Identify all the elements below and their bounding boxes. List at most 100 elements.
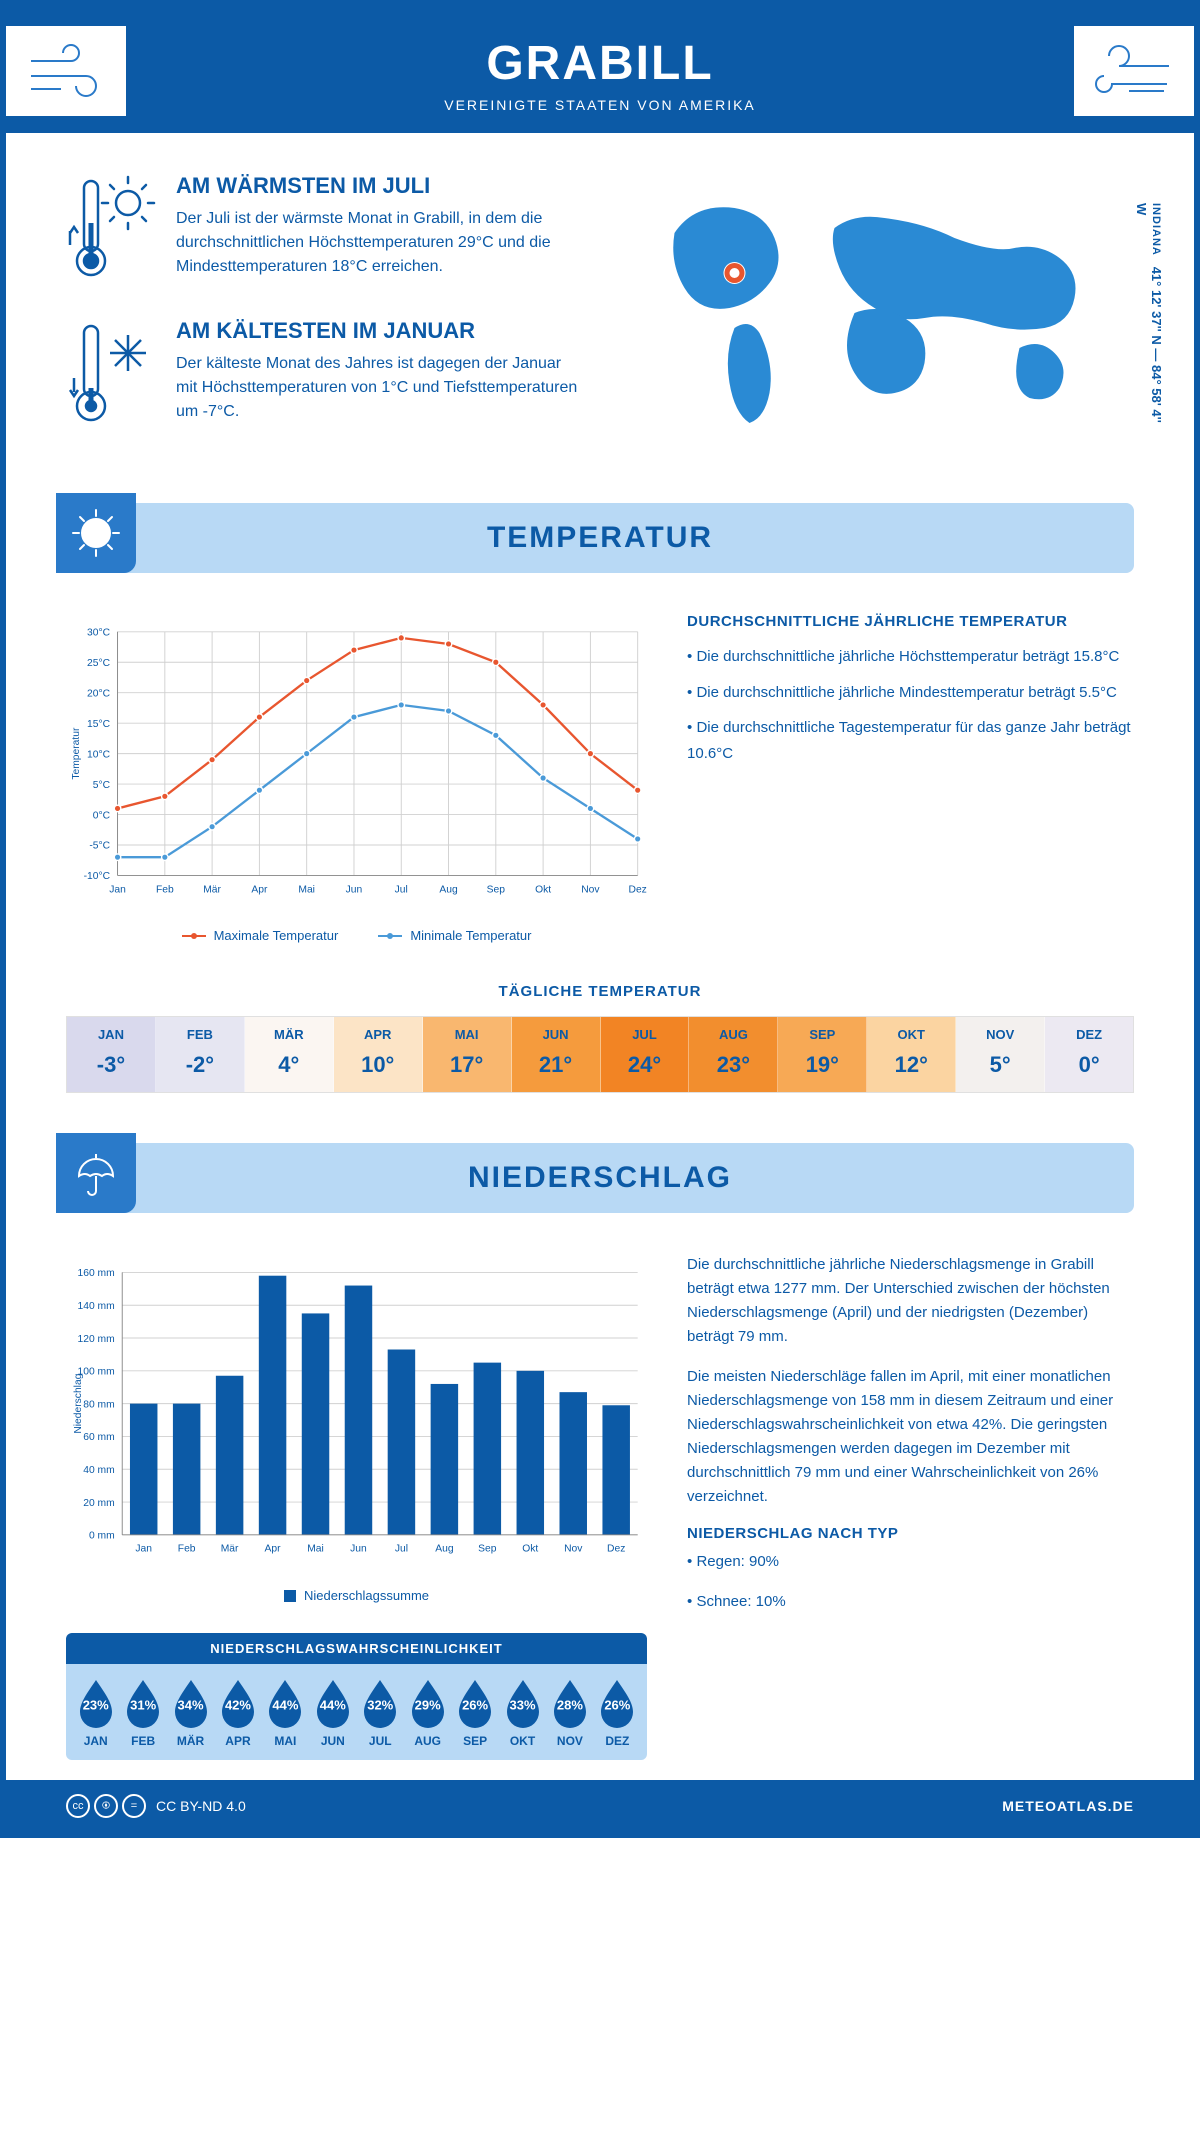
svg-text:140 mm: 140 mm [78,1301,115,1312]
svg-text:Mai: Mai [298,884,315,895]
svg-text:Feb: Feb [156,884,174,895]
svg-text:Aug: Aug [439,884,458,895]
svg-text:80 mm: 80 mm [83,1399,114,1410]
svg-text:Jan: Jan [109,884,126,895]
legend-min: Minimale Temperatur [378,928,531,943]
coldest-text: Der kälteste Monat des Jahres ist dagege… [176,352,585,424]
prob-cell: 42%APR [214,1676,261,1748]
svg-text:160 mm: 160 mm [78,1268,115,1279]
warmest-text: Der Juli ist der wärmste Monat in Grabil… [176,207,585,279]
prob-cell: 33%OKT [499,1676,546,1748]
svg-text:20 mm: 20 mm [83,1498,114,1509]
precip-title: NIEDERSCHLAG [468,1161,732,1195]
temp-section-header: TEMPERATUR [66,503,1134,573]
svg-text:10°C: 10°C [87,749,111,760]
svg-text:Sep: Sep [478,1544,497,1555]
svg-text:Jun: Jun [350,1544,367,1555]
temp-line-chart: -10°C-5°C0°C5°C10°C15°C20°C25°C30°CJanFe… [66,613,647,943]
svg-text:Jun: Jun [346,884,363,895]
precip-description: Die durchschnittliche jährliche Niedersc… [687,1253,1134,1760]
temp-description: DURCHSCHNITTLICHE JÄHRLICHE TEMPERATUR •… [687,613,1134,943]
svg-text:Jul: Jul [395,1544,408,1555]
prob-cell: 26%DEZ [594,1676,641,1748]
droplet-icon: 23% [74,1676,118,1728]
header: GRABILL VEREINIGTE STAATEN VON AMERIKA [6,6,1194,133]
svg-text:Nov: Nov [581,884,600,895]
coldest-title: AM KÄLTESTEN IM JANUAR [176,318,585,344]
svg-text:Temperatur: Temperatur [71,727,82,780]
prob-cell: 34%MÄR [167,1676,214,1748]
svg-text:-10°C: -10°C [84,871,111,882]
sun-icon [56,493,136,573]
svg-text:15°C: 15°C [87,719,111,730]
svg-text:Okt: Okt [535,884,551,895]
svg-text:Niederschlag: Niederschlag [73,1373,84,1433]
temp-cell: FEB-2° [156,1017,245,1092]
temp-cell: JUL24° [601,1017,690,1092]
svg-text:Sep: Sep [487,884,506,895]
svg-text:60 mm: 60 mm [83,1432,114,1443]
svg-text:Aug: Aug [435,1544,454,1555]
droplet-icon: 29% [406,1676,450,1728]
legend-precip: Niederschlagssumme [284,1588,429,1603]
prob-cell: 31%FEB [119,1676,166,1748]
brand: METEOATLAS.DE [1002,1798,1134,1814]
svg-text:5°C: 5°C [93,780,111,791]
thermometer-snow-icon [66,318,156,433]
thermometer-sun-icon [66,173,156,288]
svg-text:-5°C: -5°C [89,841,110,852]
wind-icon-right [1074,26,1194,116]
umbrella-icon [56,1133,136,1213]
temp-cell: AUG23° [689,1017,778,1092]
svg-text:Apr: Apr [251,884,268,895]
temp-cell: JAN-3° [67,1017,156,1092]
svg-text:Nov: Nov [564,1544,583,1555]
license-text: CC BY-ND 4.0 [156,1798,246,1814]
precip-section-header: NIEDERSCHLAG [66,1143,1134,1213]
prob-cell: 29%AUG [404,1676,451,1748]
svg-text:Jan: Jan [135,1544,152,1555]
svg-text:Mär: Mär [203,884,221,895]
temp-cell: SEP19° [778,1017,867,1092]
droplet-icon: 28% [548,1676,592,1728]
droplet-icon: 34% [169,1676,213,1728]
wind-icon-left [6,26,126,116]
temp-cell: DEZ0° [1045,1017,1133,1092]
droplet-icon: 44% [263,1676,307,1728]
temp-cell: OKT12° [867,1017,956,1092]
svg-text:Okt: Okt [522,1544,538,1555]
droplet-icon: 44% [311,1676,355,1728]
prob-cell: 32%JUL [357,1676,404,1748]
warmest-title: AM WÄRMSTEN IM JULI [176,173,585,199]
droplet-icon: 31% [121,1676,165,1728]
temp-cell: NOV5° [956,1017,1045,1092]
temp-cell: MÄR4° [245,1017,334,1092]
prob-cell: 26%SEP [451,1676,498,1748]
svg-text:Mai: Mai [307,1544,324,1555]
svg-text:0°C: 0°C [93,810,111,821]
svg-text:20°C: 20°C [87,688,111,699]
temp-cell: JUN21° [512,1017,601,1092]
probability-box: NIEDERSCHLAGSWAHRSCHEINLICHKEIT 23%JAN 3… [66,1633,647,1760]
svg-text:Apr: Apr [265,1544,282,1555]
coordinates: INDIANA 41° 12' 37'' N — 84° 58' 4'' W [1134,203,1164,438]
page-title: GRABILL [66,36,1134,91]
world-map: INDIANA 41° 12' 37'' N — 84° 58' 4'' W [615,173,1134,438]
svg-text:Mär: Mär [221,1544,239,1555]
svg-text:25°C: 25°C [87,658,111,669]
footer: cc🅯= CC BY-ND 4.0 METEOATLAS.DE [6,1780,1194,1832]
svg-text:0 mm: 0 mm [89,1531,115,1542]
precip-bar-chart: 0 mm20 mm40 mm60 mm80 mm100 mm120 mm140 … [66,1253,647,1603]
daily-temp-title: TÄGLICHE TEMPERATUR [66,983,1134,1000]
cc-icons: cc🅯= [66,1794,146,1818]
droplet-icon: 32% [358,1676,402,1728]
droplet-icon: 33% [501,1676,545,1728]
page-subtitle: VEREINIGTE STAATEN VON AMERIKA [66,97,1134,113]
svg-text:Jul: Jul [395,884,408,895]
temp-cell: MAI17° [423,1017,512,1092]
svg-text:40 mm: 40 mm [83,1465,114,1476]
droplet-icon: 26% [453,1676,497,1728]
droplet-icon: 26% [595,1676,639,1728]
temp-cell: APR10° [334,1017,423,1092]
legend-max: Maximale Temperatur [182,928,339,943]
